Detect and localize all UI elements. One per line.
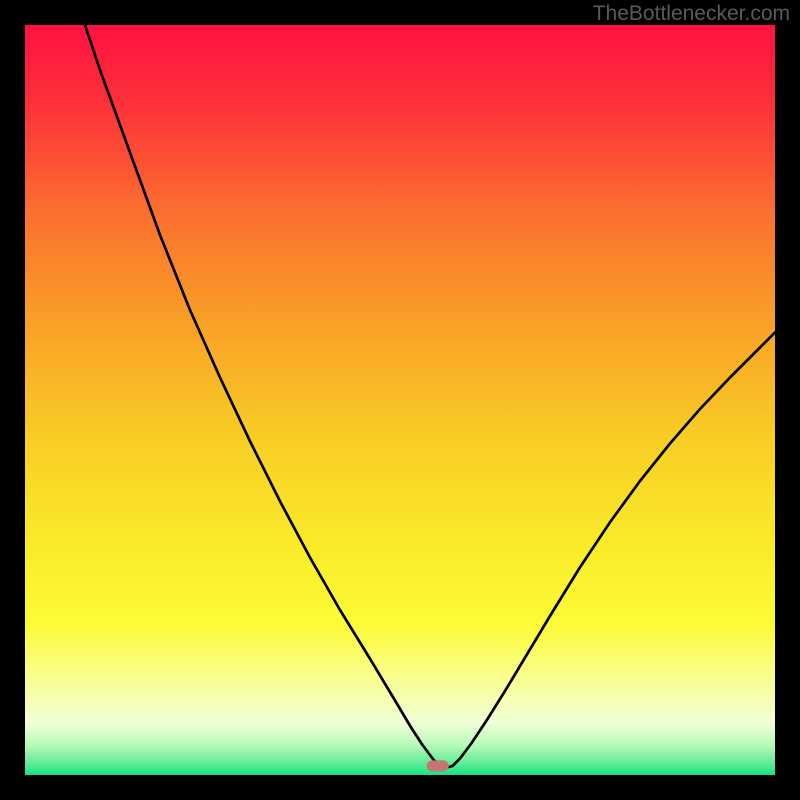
plot-area [25, 25, 775, 775]
chart-frame: TheBottlenecker.com [0, 0, 800, 800]
attribution-text: TheBottlenecker.com [593, 2, 790, 26]
bottleneck-curve [25, 25, 775, 775]
minimum-marker [426, 760, 449, 771]
